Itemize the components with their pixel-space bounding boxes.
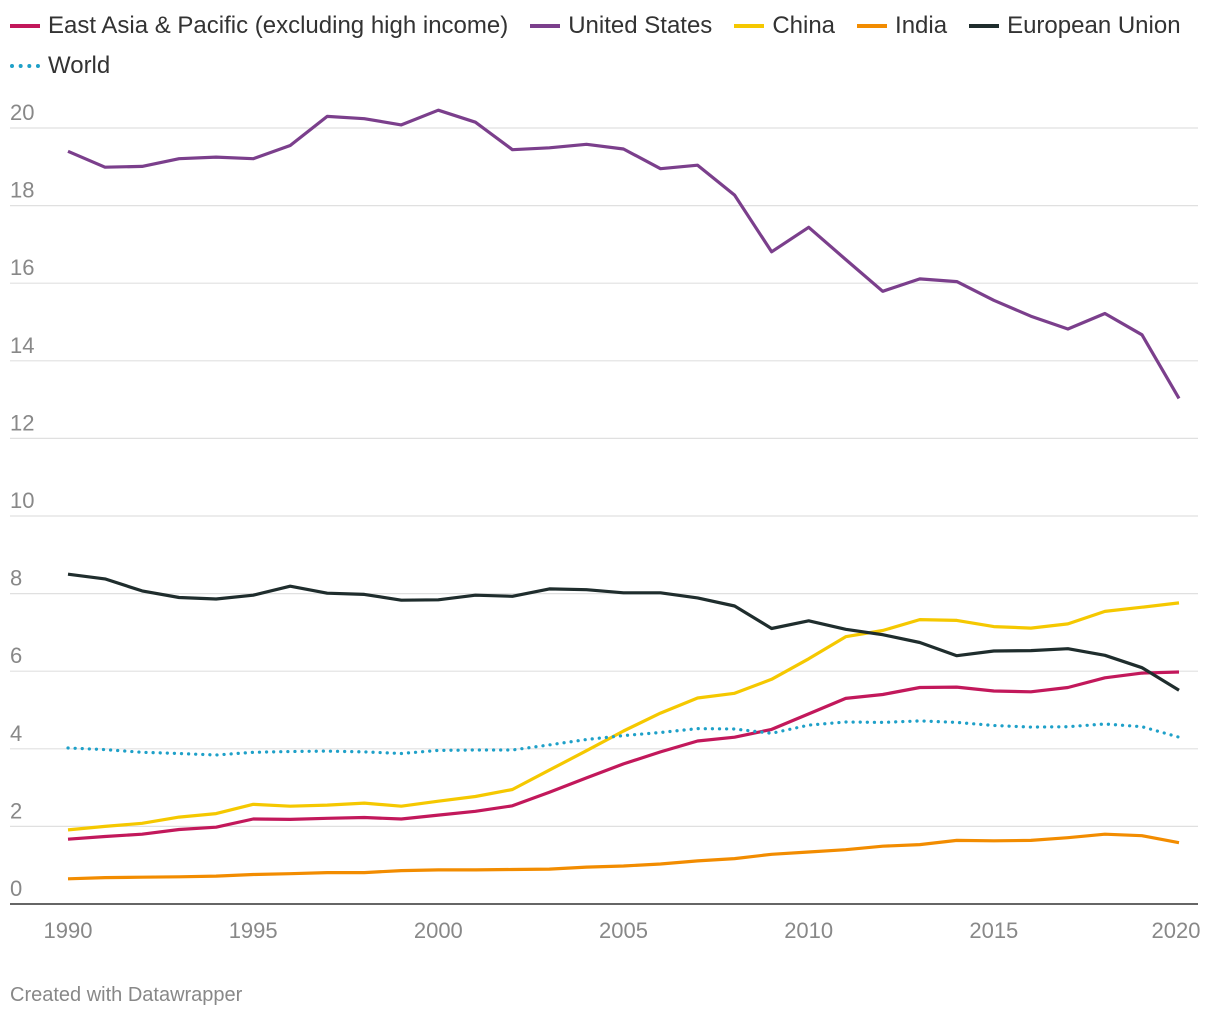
legend-label: East Asia & Pacific (excluding high inco…	[48, 12, 509, 39]
legend-item-united-states: United States	[530, 12, 712, 40]
y-tick-label: 10	[10, 488, 34, 513]
legend-label: World	[48, 52, 111, 79]
y-tick-label: 16	[10, 255, 34, 280]
legend-swatch	[857, 24, 888, 28]
x-tick-label: 2010	[784, 918, 833, 943]
x-tick-label: 1990	[44, 918, 93, 943]
legend-item-india: India	[857, 12, 947, 40]
series-line-india	[67, 832, 1180, 881]
legend-swatch	[10, 24, 40, 28]
y-tick-label: 12	[10, 410, 34, 435]
series-line-world	[66, 719, 1181, 757]
series-line-united-states	[67, 108, 1181, 400]
legend-item-european-union: European Union	[969, 12, 1181, 40]
series-line-european-union	[67, 572, 1180, 692]
y-tick-labels: 0 2 4 6 8 10 12 14 16 18 20	[10, 100, 34, 901]
y-tick-label: 2	[10, 798, 22, 823]
legend-label: United States	[568, 12, 713, 39]
legend: East Asia & Pacific (excluding high inco…	[10, 12, 1210, 80]
legend-label: India	[895, 12, 948, 39]
legend-item-china: China	[734, 12, 835, 40]
y-tick-label: 18	[10, 178, 34, 203]
x-tick-labels: 1990 1995 2000 2005 2010 2015 2020	[44, 918, 1201, 943]
grid-layer	[10, 127, 1198, 905]
legend-item-world: World	[10, 52, 110, 80]
y-tick-label: 4	[10, 721, 22, 746]
legend-item-east-asia-pacific-excluding-high-income: East Asia & Pacific (excluding high inco…	[10, 12, 508, 40]
x-tick-label: 2020	[1152, 918, 1201, 943]
series-line-east-asia-pacific-excluding-high-income	[67, 670, 1180, 841]
y-tick-label: 6	[10, 643, 22, 668]
legend-swatch	[734, 24, 765, 28]
y-tick-label: 8	[10, 566, 22, 591]
series-line-china	[67, 601, 1180, 832]
legend-swatch	[10, 64, 40, 68]
y-tick-label: 14	[10, 333, 34, 358]
x-tick-label: 2015	[969, 918, 1018, 943]
x-tick-label: 1995	[229, 918, 278, 943]
x-tick-label: 2000	[414, 918, 463, 943]
series-layer	[66, 108, 1181, 881]
legend-label: China	[772, 12, 836, 39]
legend-swatch	[969, 24, 1000, 28]
x-tick-label: 2005	[599, 918, 648, 943]
y-tick-label: 0	[10, 876, 22, 901]
legend-label: European Union	[1007, 12, 1181, 39]
y-tick-label: 20	[10, 100, 34, 125]
legend-swatch	[530, 24, 561, 28]
footer-credit: Created with Datawrapper	[10, 984, 243, 1006]
